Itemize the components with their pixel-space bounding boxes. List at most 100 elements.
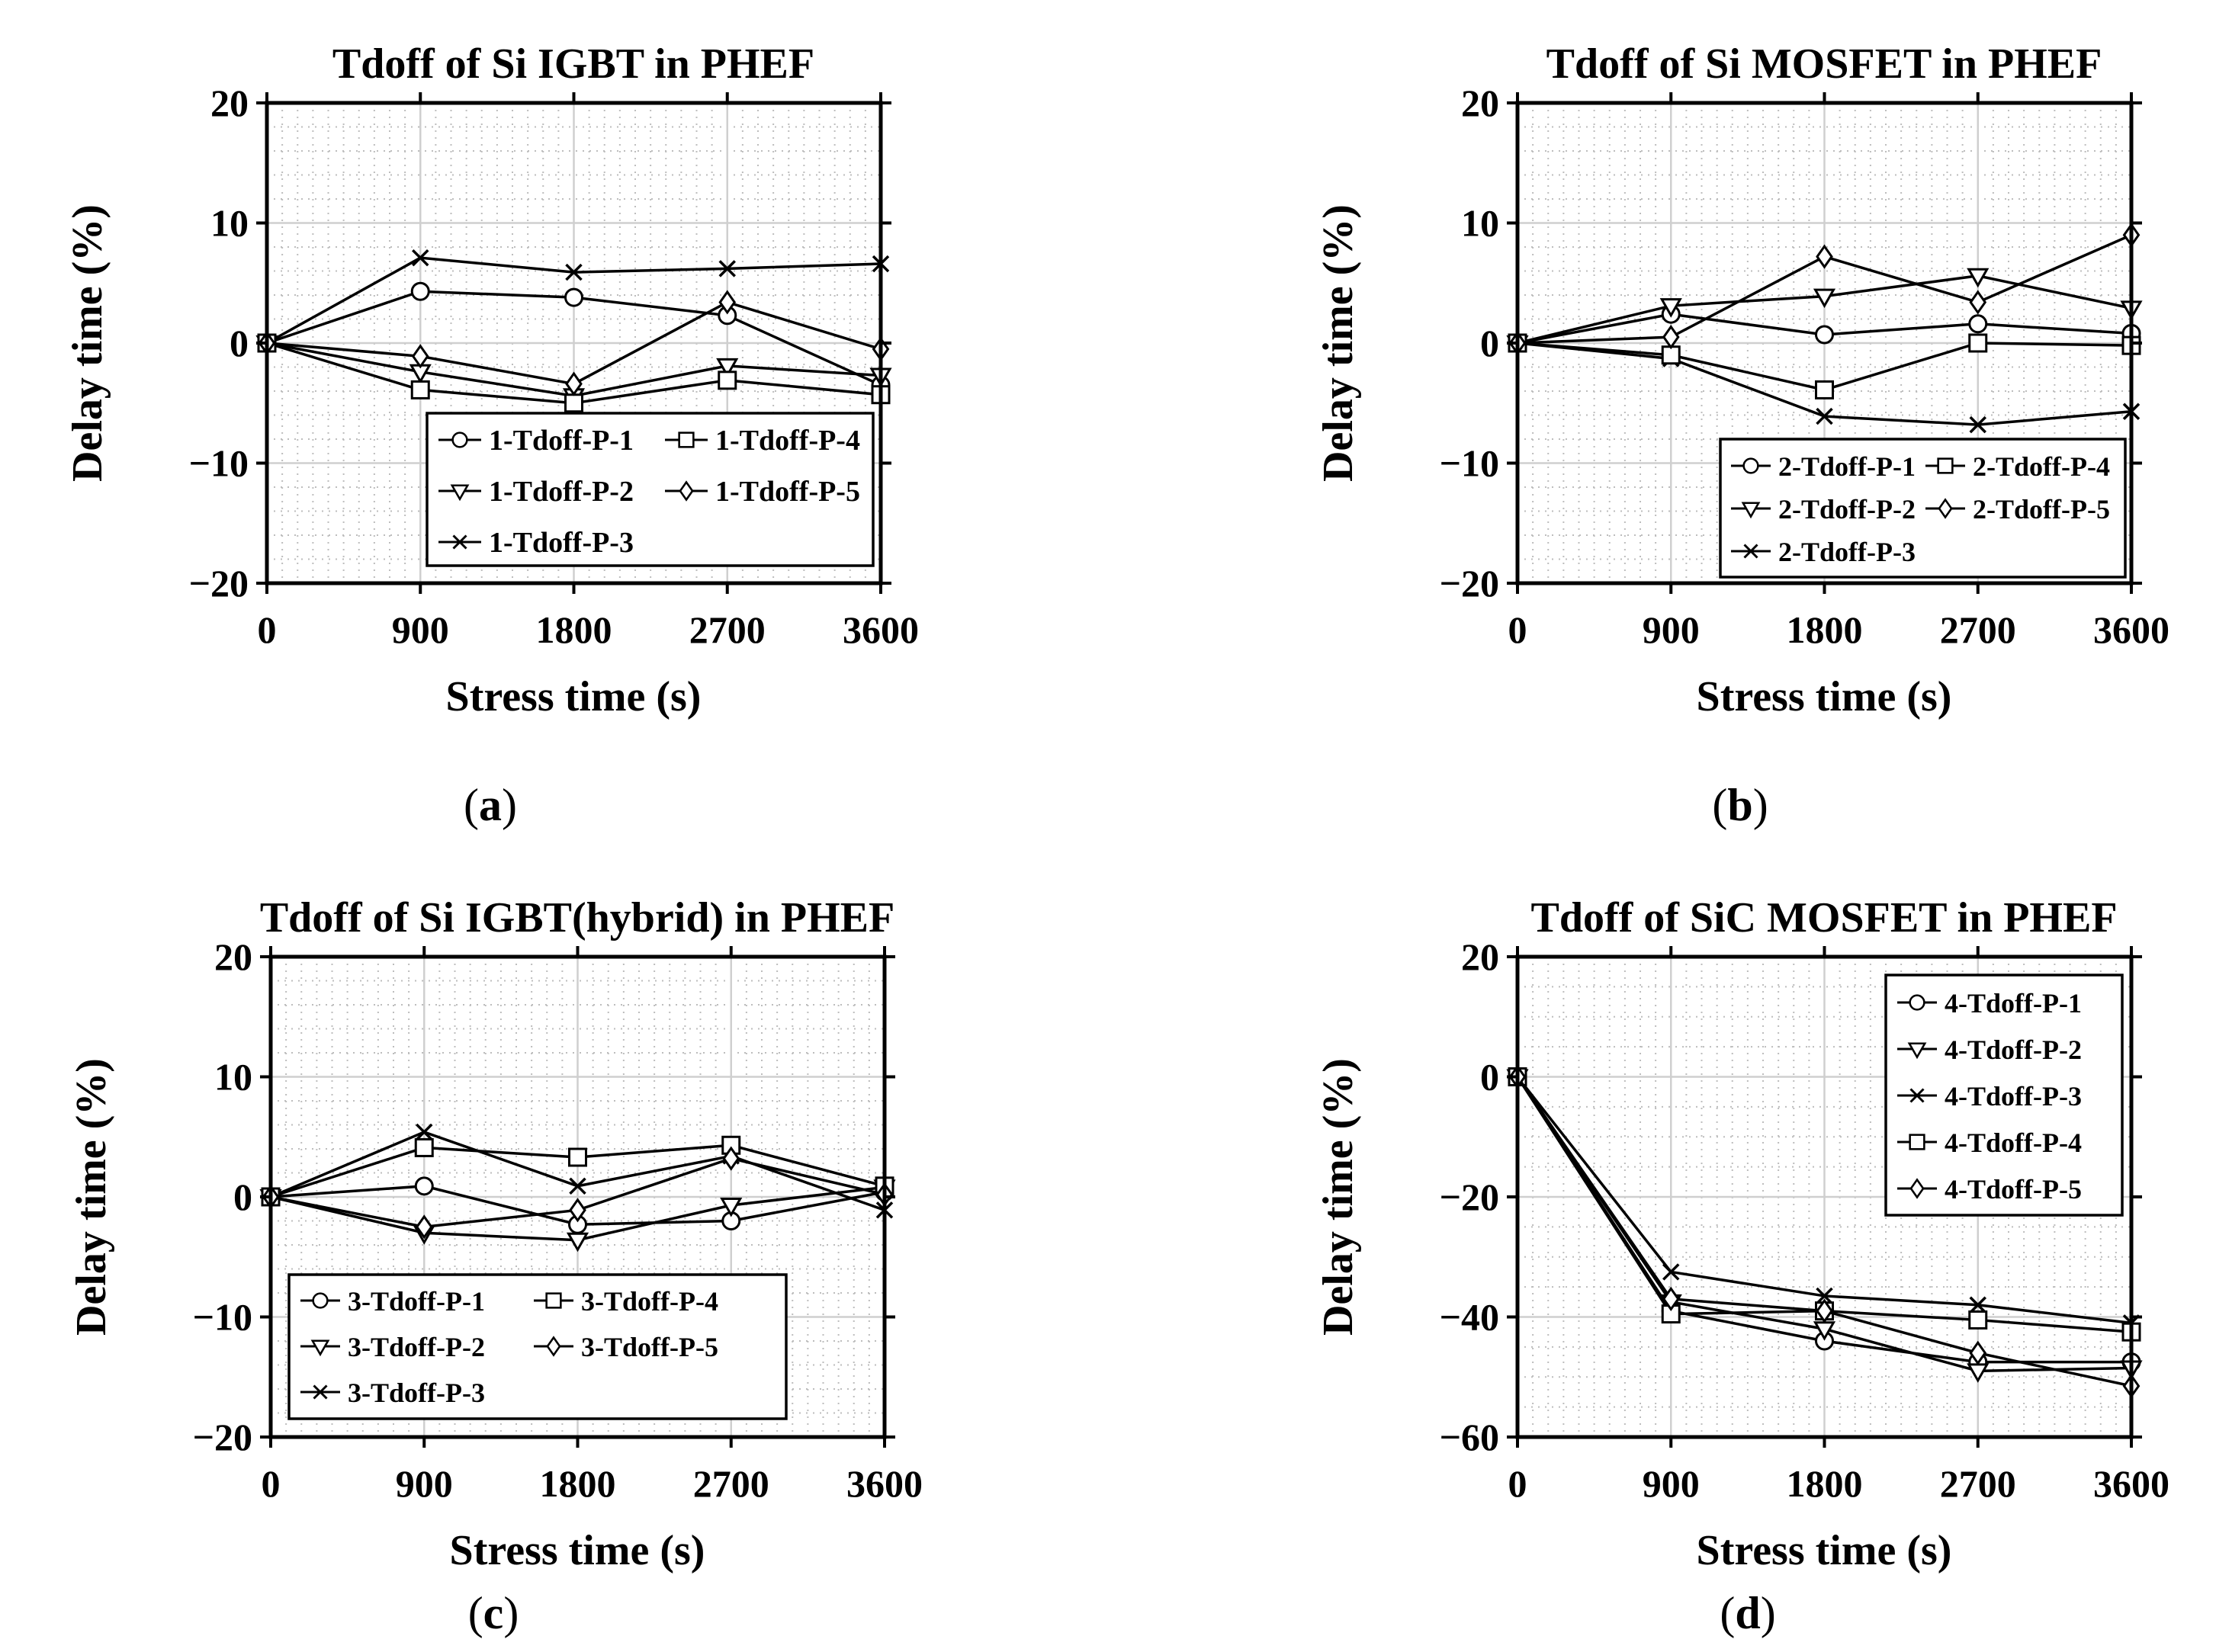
x-tick-label: 0 bbox=[1508, 608, 1527, 651]
legend-entry: 1-Tdoff-P-5 bbox=[665, 476, 860, 508]
legend: 1-Tdoff-P-1 1-Tdoff-P-2 1-Tdoff-P-3 1-Tdoff… bbox=[426, 412, 875, 567]
marker-diamond bbox=[1969, 290, 1987, 315]
panel-d-title: Tdoff of SiC MOSFET in PHEF bbox=[1530, 894, 2118, 941]
series-2-Tdoff-P-2 bbox=[1506, 268, 2143, 355]
panel-d-ylabel: Delay time (%) bbox=[1315, 1058, 1362, 1336]
marker-diamond bbox=[722, 1146, 740, 1171]
marker-diamond bbox=[718, 290, 737, 315]
x-tick-label: 2700 bbox=[689, 608, 766, 651]
legend: 4-Tdoff-P-1 4-Tdoff-P-2 4-Tdoff-P-3 4-Tdoff… bbox=[1884, 974, 2124, 1217]
panel-d-caption: (d) bbox=[1720, 1588, 1776, 1638]
panel-a-caption: (a) bbox=[464, 780, 517, 830]
legend-label: 2-Tdoff-P-2 bbox=[1778, 494, 1916, 524]
y-tick-label: −40 bbox=[1440, 1296, 1500, 1339]
x-tick-label: 2700 bbox=[1940, 608, 2016, 651]
legend-label: 2-Tdoff-P-4 bbox=[1973, 451, 2110, 482]
x-tick-label: 2700 bbox=[1940, 1462, 2016, 1505]
panel-b-xlabel: Stress time (s) bbox=[1696, 673, 1952, 720]
marker-triangle-down bbox=[1967, 268, 1990, 288]
legend-entry: 1-Tdoff-P-1 bbox=[438, 425, 634, 457]
y-tick-label: 10 bbox=[214, 1056, 252, 1099]
marker-x bbox=[412, 249, 429, 267]
panel-a-plot: 0 900 1800 2700 3600−20−10010201-Tdoff-P-11-… bbox=[189, 82, 920, 651]
marker-square bbox=[564, 393, 583, 413]
y-tick-label: 20 bbox=[1461, 82, 1499, 124]
marker-diamond bbox=[1969, 1340, 1987, 1365]
x-tick-label: 900 bbox=[1643, 1462, 1700, 1505]
legend-label: 4-Tdoff-P-1 bbox=[1945, 988, 2082, 1018]
axis-ticks bbox=[1507, 946, 2142, 1448]
legend-label: 1-Tdoff-P-2 bbox=[489, 476, 634, 508]
y-tick-label: −10 bbox=[189, 442, 249, 485]
marker-x bbox=[1969, 1296, 1986, 1314]
marker-x bbox=[452, 534, 467, 550]
marker-circle bbox=[451, 431, 468, 448]
y-tick-label: −20 bbox=[193, 1416, 253, 1458]
x-tick-label: 0 bbox=[258, 608, 277, 651]
series-3-Tdoff-P-5 bbox=[262, 1146, 894, 1240]
legend-label: 1-Tdoff-P-1 bbox=[489, 425, 634, 457]
panel-c-ylabel: Delay time (%) bbox=[68, 1058, 115, 1336]
legend-label: 2-Tdoff-P-5 bbox=[1973, 494, 2110, 524]
legend-entry: 2-Tdoff-P-2 bbox=[1731, 494, 1916, 524]
marker-square bbox=[718, 370, 737, 390]
legend-entry: 3-Tdoff-P-3 bbox=[300, 1378, 485, 1408]
panel-b-plot: 0 900 1800 2700 3600−20−10010202-Tdoff-P-12-… bbox=[1440, 82, 2170, 651]
y-tick-label: −60 bbox=[1440, 1416, 1500, 1458]
marker-circle bbox=[1968, 314, 1988, 334]
panel-c-title: Tdoff of Si IGBT(hybrid) in PHEF bbox=[259, 894, 895, 941]
legend-label: 1-Tdoff-P-3 bbox=[489, 527, 634, 559]
legend-entry: 1-Tdoff-P-3 bbox=[438, 527, 634, 559]
marker-x bbox=[569, 1177, 586, 1195]
panel-b-ylabel: Delay time (%) bbox=[1315, 204, 1362, 482]
legend-entry: 2-Tdoff-P-4 bbox=[1925, 451, 2110, 482]
panel-a-ylabel: Delay time (%) bbox=[64, 204, 111, 482]
axis-ticks bbox=[260, 946, 895, 1448]
panel-c-plot: 0 900 1800 2700 3600−20−10010203-Tdoff-P-13-… bbox=[193, 935, 923, 1505]
x-tick-label: 900 bbox=[1643, 608, 1700, 651]
marker-triangle-down bbox=[1813, 288, 1836, 309]
marker-square bbox=[568, 1147, 587, 1167]
marker-square bbox=[1909, 1134, 1925, 1150]
x-tick-label: 0 bbox=[1508, 1462, 1527, 1505]
marker-diamond bbox=[1662, 325, 1680, 350]
x-tick-label: 3600 bbox=[843, 608, 919, 651]
marker-triangle-down bbox=[1907, 1042, 1927, 1060]
marker-circle bbox=[410, 281, 430, 301]
series-1-Tdoff-P-4 bbox=[257, 333, 891, 413]
marker-diamond bbox=[565, 371, 583, 396]
marker-x bbox=[1969, 415, 1986, 434]
legend-label: 4-Tdoff-P-3 bbox=[1945, 1081, 2082, 1111]
marker-diamond bbox=[411, 344, 429, 369]
legend-entry: 4-Tdoff-P-1 bbox=[1897, 988, 2082, 1018]
marker-diamond bbox=[1662, 1286, 1680, 1311]
legend-entry: 1-Tdoff-P-4 bbox=[665, 425, 860, 457]
legend-label: 3-Tdoff-P-3 bbox=[348, 1378, 485, 1408]
legend-box bbox=[1884, 974, 2124, 1217]
y-tick-label: 20 bbox=[210, 82, 249, 124]
marker-x bbox=[718, 260, 736, 277]
legend: 3-Tdoff-P-1 3-Tdoff-P-2 3-Tdoff-P-3 3-Tdoff… bbox=[287, 1273, 788, 1420]
marker-x bbox=[1816, 1287, 1833, 1305]
panel-b-title: Tdoff of Si MOSFET in PHEF bbox=[1546, 40, 2102, 88]
legend-entry: 3-Tdoff-P-5 bbox=[534, 1332, 718, 1362]
marker-x bbox=[313, 1384, 328, 1400]
x-tick-label: 3600 bbox=[2093, 1462, 2169, 1505]
y-tick-label: 20 bbox=[1461, 935, 1499, 978]
marker-diamond bbox=[415, 1214, 433, 1240]
legend-label: 1-Tdoff-P-5 bbox=[715, 476, 860, 508]
panel-d-xlabel: Stress time (s) bbox=[1696, 1527, 1952, 1574]
marker-x bbox=[565, 263, 583, 281]
y-tick-label: 0 bbox=[233, 1176, 252, 1218]
marker-circle bbox=[564, 287, 583, 307]
legend-label: 3-Tdoff-P-2 bbox=[348, 1332, 485, 1362]
marker-square bbox=[414, 1137, 434, 1157]
marker-triangle-down bbox=[716, 358, 739, 378]
marker-diamond bbox=[546, 1336, 561, 1357]
x-tick-label: 1800 bbox=[536, 608, 612, 651]
legend-entry: 4-Tdoff-P-3 bbox=[1897, 1081, 2082, 1111]
x-tick-label: 3600 bbox=[2093, 608, 2169, 651]
marker-square bbox=[678, 431, 695, 448]
